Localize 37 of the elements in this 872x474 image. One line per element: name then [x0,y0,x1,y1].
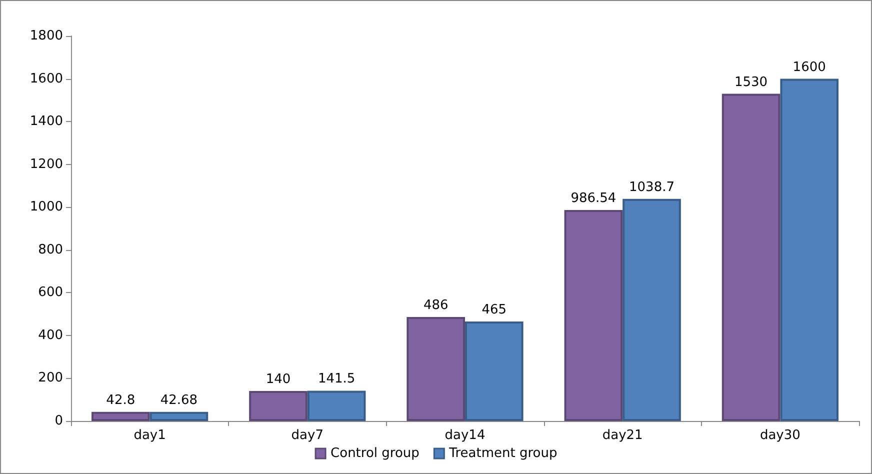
bar [249,391,308,421]
bar [150,412,208,421]
data-label: 42.8 [106,392,136,408]
y-tick-label: 400 [38,328,63,343]
legend-label: Treatment group [448,446,558,461]
y-tick-label: 1200 [30,156,63,172]
data-label: 42.68 [160,392,198,408]
bar [622,198,681,421]
data-label: 465 [482,302,507,318]
x-tick-label: day1 [134,428,166,443]
data-label: 486 [423,298,448,314]
bar [780,78,839,421]
legend-label: Control group [330,446,420,461]
data-label: 1600 [792,60,826,75]
x-tick-label: day14 [444,428,486,443]
bar [722,94,780,421]
bar [465,322,524,421]
y-tick-label: 200 [38,370,63,386]
x-tick-label: day30 [760,428,800,443]
y-tick-label: 1600 [30,71,63,86]
y-tick-label: 1000 [30,200,63,215]
data-label: 141.5 [318,372,356,387]
data-label: 986.54 [570,190,616,206]
x-tick-label: day21 [602,428,643,443]
y-tick-label: 0 [54,414,63,428]
data-label: 1038.7 [629,180,675,195]
bar [564,210,623,421]
bar [91,412,150,421]
y-tick-label: 600 [38,285,63,300]
y-tick-label: 800 [38,242,63,258]
bar [307,390,366,421]
bar [406,317,465,421]
x-tick-label: day7 [291,428,324,443]
y-tick-label: 1400 [30,114,63,130]
data-label: 140 [266,372,291,388]
y-tick-label: 1800 [30,28,63,44]
data-label: 1530 [734,74,768,90]
